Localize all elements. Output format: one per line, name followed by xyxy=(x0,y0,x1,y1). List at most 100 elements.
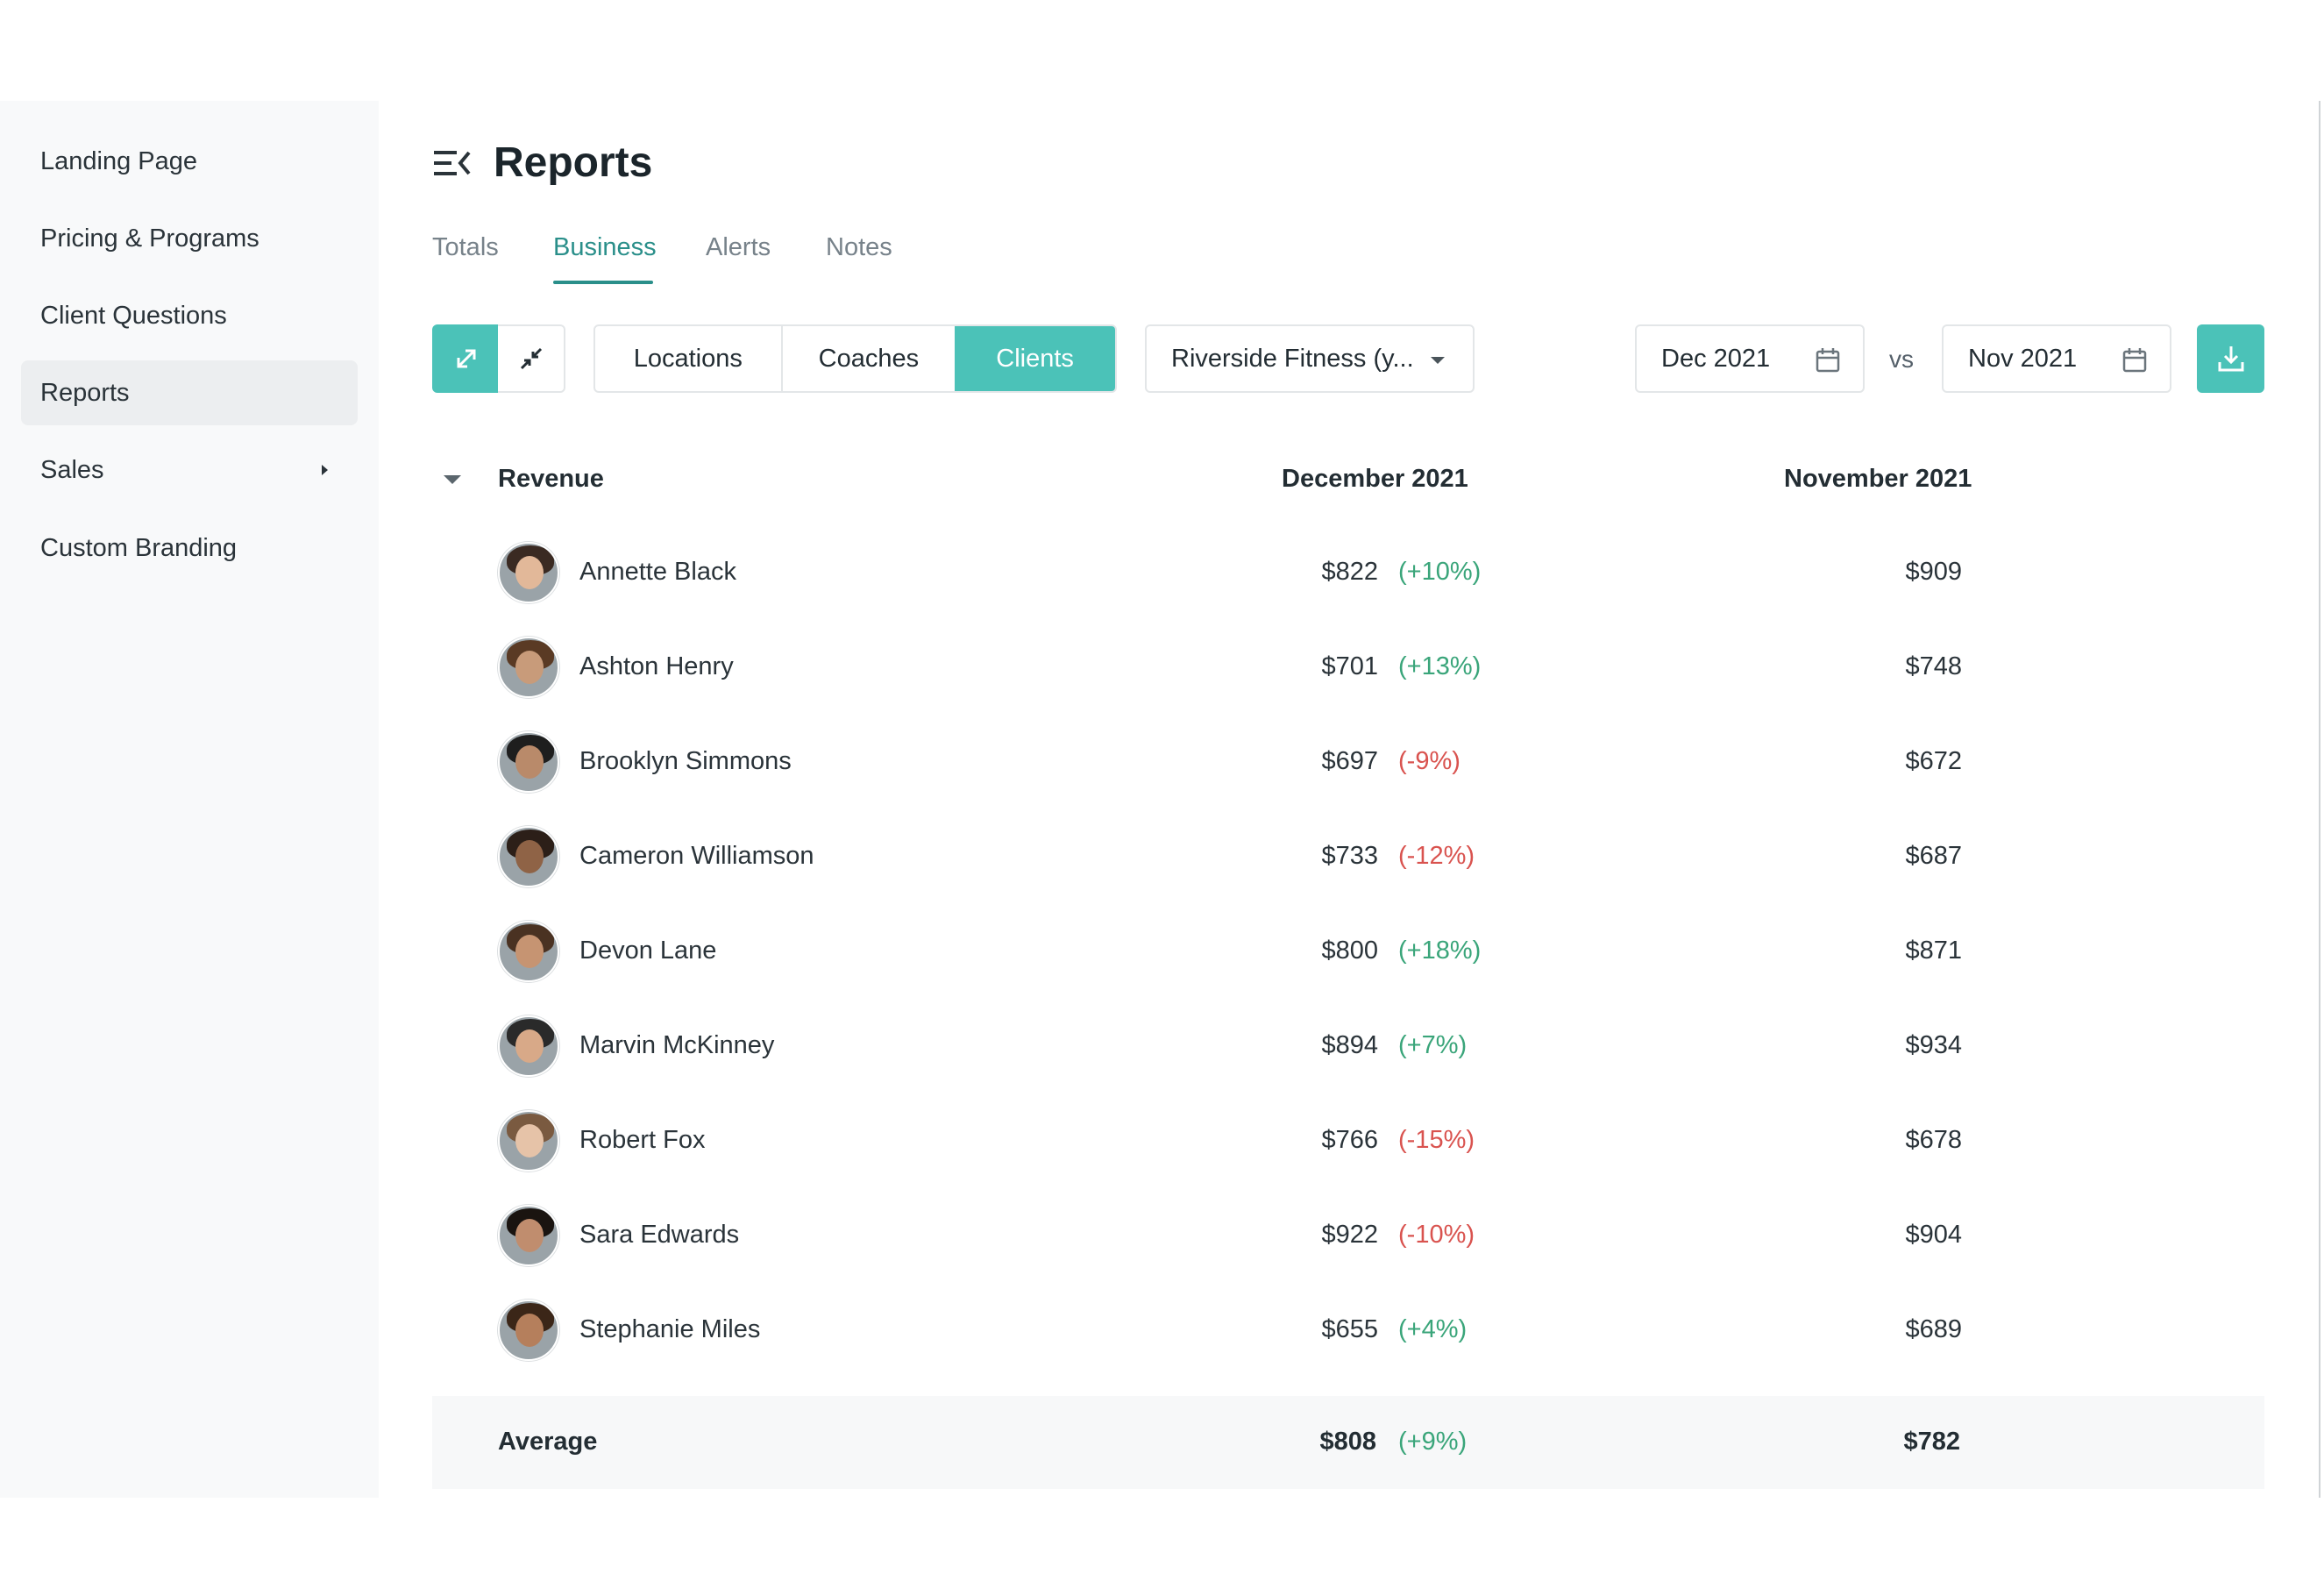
revenue-change: (+18%) xyxy=(1398,937,1482,965)
table-row[interactable]: Robert Fox $766 (-15%) $678 xyxy=(498,1108,1971,1175)
client-name: Ashton Henry xyxy=(579,652,734,680)
segment-coaches[interactable]: Coaches xyxy=(780,326,956,391)
avatar xyxy=(498,826,559,887)
window-edge xyxy=(2319,101,2320,1498)
table-row[interactable]: Marvin McKinney $894 (+7%) $934 xyxy=(498,1014,1971,1080)
section-label: Revenue xyxy=(498,465,604,493)
client-name: Devon Lane xyxy=(579,937,717,965)
average-change: (+9%) xyxy=(1398,1428,1468,1456)
location-select[interactable]: Riverside Fitness (y... xyxy=(1145,324,1475,393)
revenue-current: $697 xyxy=(1321,747,1378,775)
sidebar-item-label: Reports xyxy=(40,378,130,407)
location-select-value: Riverside Fitness (y... xyxy=(1171,344,1414,373)
segment-clients[interactable]: Clients xyxy=(955,326,1115,391)
revenue-current: $800 xyxy=(1321,937,1378,965)
revenue-current: $701 xyxy=(1321,652,1378,680)
table-row[interactable]: Stephanie Miles $655 (+4%) $689 xyxy=(498,1298,1971,1364)
collapse-icon xyxy=(520,347,542,370)
revenue-previous: $871 xyxy=(1905,937,1962,965)
revenue-change: (+4%) xyxy=(1398,1315,1468,1343)
table-row[interactable]: Devon Lane $800 (+18%) $871 xyxy=(498,919,1971,986)
calendar-icon xyxy=(1816,348,1840,373)
view-segmented-control: Locations Coaches Clients xyxy=(593,324,1117,393)
revenue-change: (+10%) xyxy=(1398,558,1482,586)
revenue-current: $766 xyxy=(1321,1126,1378,1154)
avatar xyxy=(498,1015,559,1077)
client-name: Cameron Williamson xyxy=(579,842,814,870)
sidebar-item-pricing-programs[interactable]: Pricing & Programs xyxy=(21,206,358,271)
revenue-change: (-9%) xyxy=(1398,747,1460,775)
revenue-previous: $934 xyxy=(1905,1031,1962,1059)
page-title: Reports xyxy=(494,139,653,186)
revenue-current: $655 xyxy=(1321,1315,1378,1343)
revenue-previous: $904 xyxy=(1905,1221,1962,1249)
average-current: $808 xyxy=(1319,1428,1376,1456)
sidebar-item-reports[interactable]: Reports xyxy=(21,360,358,425)
vs-label: vs xyxy=(1889,345,1914,373)
client-name: Brooklyn Simmons xyxy=(579,747,792,775)
collapse-section-icon[interactable] xyxy=(444,475,461,484)
client-name: Annette Black xyxy=(579,558,736,586)
current-date-picker[interactable]: Dec 2021 xyxy=(1635,324,1865,393)
column-header-current: December 2021 xyxy=(1282,465,1468,493)
client-name: Sara Edwards xyxy=(579,1221,740,1249)
avatar xyxy=(498,1205,559,1266)
column-header-previous: November 2021 xyxy=(1784,465,1972,493)
revenue-previous: $687 xyxy=(1905,842,1962,870)
client-name: Marvin McKinney xyxy=(579,1031,775,1059)
sidebar-item-label: Pricing & Programs xyxy=(40,224,259,253)
sidebar-item-label: Custom Branding xyxy=(40,533,238,562)
calendar-icon xyxy=(2122,348,2147,373)
revenue-previous: $672 xyxy=(1905,747,1962,775)
compare-date-picker[interactable]: Nov 2021 xyxy=(1942,324,2171,393)
collapse-menu-icon[interactable] xyxy=(432,146,471,181)
sidebar-item-sales[interactable]: Sales xyxy=(21,438,358,502)
table-row[interactable]: Annette Black $822 (+10%) $909 xyxy=(498,540,1971,607)
caret-down-icon xyxy=(1431,357,1445,364)
table-row[interactable]: Sara Edwards $922 (-10%) $904 xyxy=(498,1203,1971,1270)
current-date-value: Dec 2021 xyxy=(1661,344,1771,373)
expand-button[interactable] xyxy=(432,324,500,393)
revenue-current: $922 xyxy=(1321,1221,1378,1249)
sidebar-item-client-questions[interactable]: Client Questions xyxy=(21,283,358,348)
avatar xyxy=(498,921,559,982)
tab-totals[interactable]: Totals xyxy=(432,233,499,261)
segment-locations[interactable]: Locations xyxy=(633,344,743,373)
revenue-previous: $748 xyxy=(1905,652,1962,680)
client-name: Robert Fox xyxy=(579,1126,706,1154)
revenue-current: $733 xyxy=(1321,842,1378,870)
revenue-previous: $909 xyxy=(1905,558,1962,586)
download-button[interactable] xyxy=(2197,324,2264,393)
client-name: Stephanie Miles xyxy=(579,1315,761,1343)
table-row[interactable]: Ashton Henry $701 (+13%) $748 xyxy=(498,635,1971,702)
table-row[interactable]: Cameron Williamson $733 (-12%) $687 xyxy=(498,824,1971,891)
compare-date-value: Nov 2021 xyxy=(1968,344,2078,373)
tab-alerts[interactable]: Alerts xyxy=(706,233,771,261)
tab-business[interactable]: Business xyxy=(553,233,657,261)
sidebar-item-label: Client Questions xyxy=(40,301,227,330)
revenue-change: (-12%) xyxy=(1398,842,1475,870)
sidebar-item-custom-branding[interactable]: Custom Branding xyxy=(21,516,358,580)
tab-notes[interactable]: Notes xyxy=(826,233,892,261)
revenue-current: $822 xyxy=(1321,558,1378,586)
avatar xyxy=(498,637,559,698)
revenue-change: (+13%) xyxy=(1398,652,1482,680)
revenue-previous: $678 xyxy=(1905,1126,1962,1154)
tab-active-indicator xyxy=(553,281,653,284)
expand-icon xyxy=(457,349,475,368)
chevron-right-icon xyxy=(322,465,328,475)
avatar xyxy=(498,542,559,603)
avatar xyxy=(498,1110,559,1172)
table-row[interactable]: Brooklyn Simmons $697 (-9%) $672 xyxy=(498,730,1971,796)
sidebar: Landing Page Pricing & Programs Client Q… xyxy=(0,101,379,1498)
collapse-button[interactable] xyxy=(498,324,565,393)
avatar xyxy=(498,1300,559,1361)
average-label: Average xyxy=(498,1428,598,1456)
sidebar-item-label: Landing Page xyxy=(40,146,197,175)
revenue-change: (-15%) xyxy=(1398,1126,1475,1154)
revenue-change: (+7%) xyxy=(1398,1031,1468,1059)
sidebar-item-landing-page[interactable]: Landing Page xyxy=(21,129,358,194)
sidebar-item-label: Sales xyxy=(40,455,104,484)
revenue-change: (-10%) xyxy=(1398,1221,1475,1249)
revenue-current: $894 xyxy=(1321,1031,1378,1059)
